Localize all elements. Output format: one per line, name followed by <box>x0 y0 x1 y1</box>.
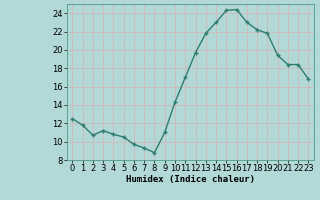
X-axis label: Humidex (Indice chaleur): Humidex (Indice chaleur) <box>126 175 255 184</box>
